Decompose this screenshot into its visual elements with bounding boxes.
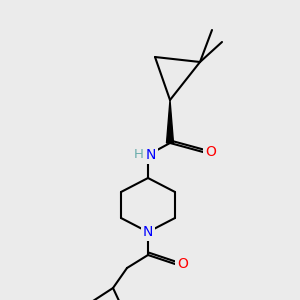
Text: N: N (143, 225, 153, 239)
Text: O: O (206, 145, 216, 159)
Text: H: H (134, 148, 144, 160)
Text: O: O (178, 257, 188, 271)
Text: N: N (146, 148, 156, 162)
Polygon shape (167, 100, 173, 143)
